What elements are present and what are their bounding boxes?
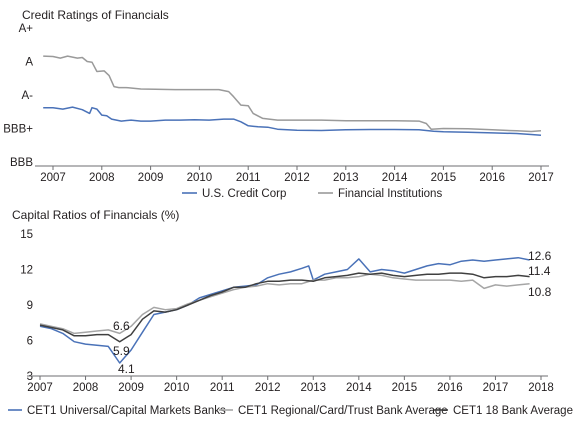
data-label-6-6: 6.6	[113, 319, 130, 333]
chart-title: Credit Ratings of Financials	[22, 8, 169, 22]
x-tick-label-2008: 2008	[89, 172, 115, 184]
y-tick-label-a: A+	[19, 23, 34, 35]
series-line-financial-institutions	[43, 55, 542, 133]
x-tick-label-2018: 2018	[528, 382, 554, 394]
chart-title: Capital Ratios of Financials (%)	[12, 208, 179, 222]
legend-label-cet1-universal: CET1 Universal/Capital Markets Banks	[27, 405, 226, 417]
series-line-cet1-universal-capital-markets-banks	[39, 256, 530, 364]
series-line-u-s-credit-corp	[43, 106, 542, 136]
credit-ratings-chart: Credit Ratings of Financials A+ A A- BBB+ BB…	[3, 8, 554, 200]
legend-label-financial-institutions: Financial Institutions	[338, 188, 442, 200]
legend: CET1 Universal/Capital Markets Banks CET…	[8, 405, 573, 417]
x-tick-label-2016: 2016	[479, 172, 505, 184]
x-tick-label-2008: 2008	[73, 382, 99, 394]
x-tick-label-2013: 2013	[300, 382, 326, 394]
x-tick-label-2015: 2015	[392, 382, 418, 394]
x-tick-label-2012: 2012	[255, 382, 281, 394]
y-tick-label-15: 15	[20, 229, 33, 241]
capital-ratios-chart: Capital Ratios of Financials (%) 15 12 9 6 3…	[8, 208, 573, 417]
data-label-10-8: 10.8	[528, 285, 552, 299]
x-tick-label-2011: 2011	[210, 382, 235, 394]
x-tick-label-2014: 2014	[382, 172, 408, 184]
y-tick-label-a: A-	[22, 90, 34, 102]
y-tick-label-a: A	[25, 57, 33, 69]
legend-label-us-credit-corp: U.S. Credit Corp	[202, 188, 286, 200]
data-label-5-9: 5.9	[113, 344, 130, 358]
x-tick-label-2013: 2013	[333, 172, 359, 184]
x-tick-label-2016: 2016	[437, 382, 463, 394]
y-tick-label-12: 12	[20, 265, 33, 277]
x-tick-label-2014: 2014	[346, 382, 372, 394]
legend-label-cet1-regional: CET1 Regional/Card/Trust Bank Average	[238, 405, 448, 417]
legend: U.S. Credit Corp Financial Institutions	[182, 188, 442, 200]
x-tick-label-2010: 2010	[187, 172, 213, 184]
data-label-12-6: 12.6	[528, 249, 552, 263]
series-line-cet1-18-bank-average	[39, 272, 530, 343]
x-tick-label-2017: 2017	[483, 382, 509, 394]
x-tick-label-2015: 2015	[431, 172, 457, 184]
data-label-4-1: 4.1	[118, 362, 135, 376]
series-line-cet1-regional-card-trust-bank-average	[39, 273, 530, 335]
y-tick-label-6: 6	[27, 336, 33, 348]
x-tick-label-2012: 2012	[284, 172, 310, 184]
y-tick-label-3: 3	[27, 371, 33, 383]
x-tick-label-2009: 2009	[138, 172, 164, 184]
legend-label-cet1-18-bank: CET1 18 Bank Average	[453, 405, 573, 417]
x-tick-label-2007: 2007	[40, 172, 66, 184]
x-tick-label-2017: 2017	[528, 172, 554, 184]
x-tick-label-2011: 2011	[236, 172, 261, 184]
x-tick-label-2009: 2009	[118, 382, 144, 394]
x-tick-label-2007: 2007	[27, 382, 53, 394]
y-tick-label-bbb: BBB+	[3, 124, 33, 136]
data-label-11-4: 11.4	[528, 264, 551, 278]
y-tick-label-9: 9	[27, 300, 33, 312]
y-tick-label-bbb: BBB	[10, 157, 33, 169]
x-tick-label-2010: 2010	[164, 382, 190, 394]
